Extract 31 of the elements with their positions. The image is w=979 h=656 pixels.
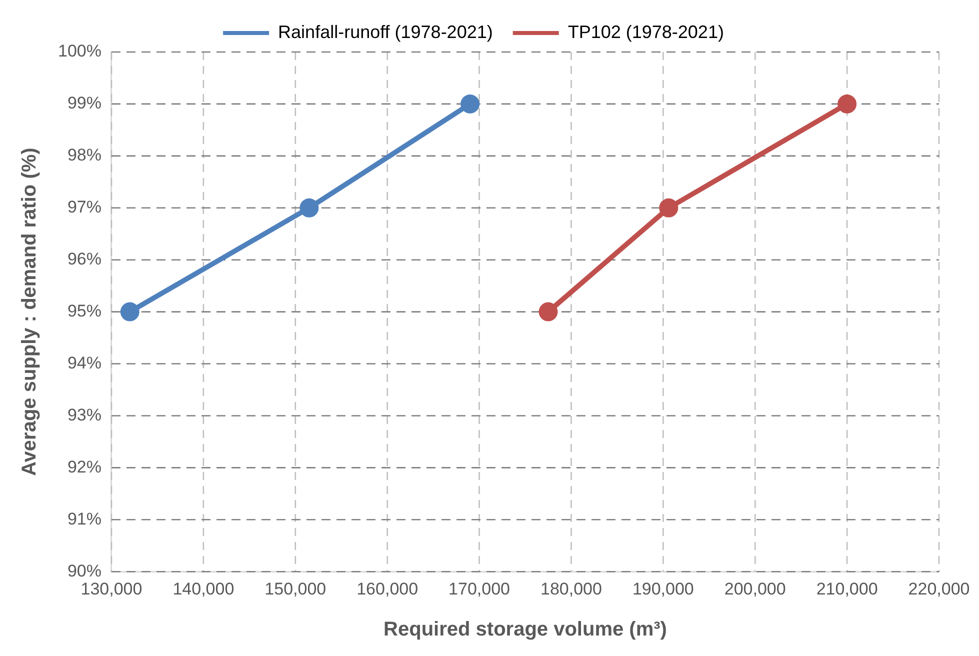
- y-tick-label: 96%: [67, 250, 102, 269]
- x-tick-label: 180,000: [540, 579, 602, 598]
- y-tick-label: 94%: [67, 353, 102, 372]
- y-tick-label: 93%: [67, 405, 102, 424]
- point: [460, 94, 480, 114]
- y-tick-label: 90%: [67, 561, 102, 580]
- y-tick-label: 92%: [67, 457, 102, 476]
- x-tick-label: 190,000: [632, 579, 694, 598]
- x-tick-label: 140,000: [172, 579, 234, 598]
- y-tick-label: 91%: [67, 509, 102, 528]
- x-tick-label: 170,000: [448, 579, 510, 598]
- x-tick-label: 210,000: [816, 579, 878, 598]
- point: [300, 198, 319, 218]
- point: [659, 198, 678, 218]
- y-tick-label: 97%: [67, 198, 102, 217]
- y-tick-label: 100%: [58, 42, 102, 61]
- x-tick-label: 220,000: [908, 579, 970, 598]
- y-tick-label: 99%: [67, 94, 102, 113]
- x-tick-label: 130,000: [80, 579, 142, 598]
- legend-label: Rainfall-runoff (1978-2021): [278, 22, 493, 42]
- point: [838, 94, 857, 114]
- x-tick-label: 160,000: [356, 579, 418, 598]
- y-tick-label: 98%: [67, 146, 102, 165]
- y-tick-label: 95%: [67, 301, 102, 320]
- x-tick-label: 150,000: [264, 579, 326, 598]
- legend-label: TP102 (1978-2021): [568, 22, 724, 42]
- point: [538, 302, 558, 322]
- x-tick-label: 200,000: [724, 579, 786, 598]
- point: [120, 302, 140, 322]
- y-axis-title: Average supply : demand ratio (%): [18, 148, 41, 476]
- x-axis-title: Required storage volume (m³): [384, 618, 667, 641]
